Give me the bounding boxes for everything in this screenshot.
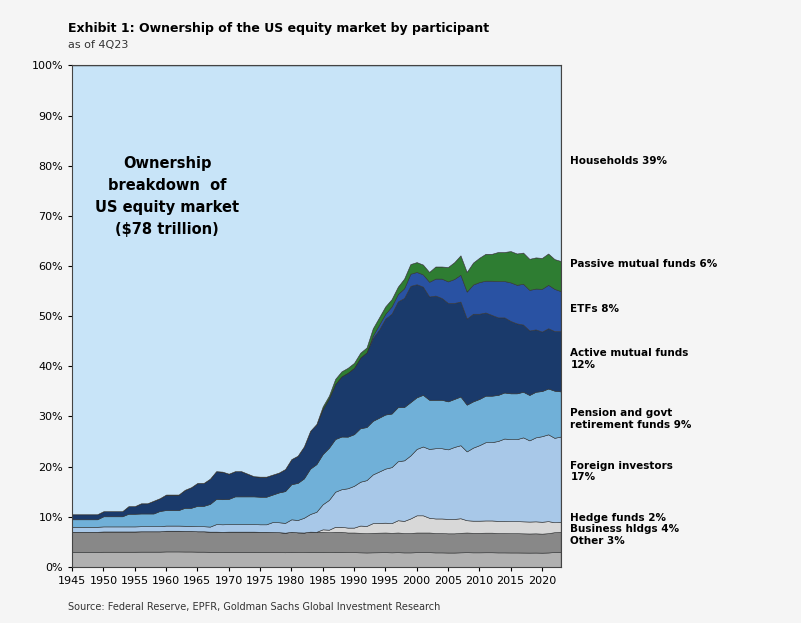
Text: Foreign investors
17%: Foreign investors 17% bbox=[570, 461, 674, 482]
Text: Ownership
breakdown  of
US equity market
($78 trillion): Ownership breakdown of US equity market … bbox=[95, 156, 239, 237]
Text: Active mutual funds
12%: Active mutual funds 12% bbox=[570, 348, 689, 369]
Text: Hedge funds 2%
Business hldgs 4%
Other 3%: Hedge funds 2% Business hldgs 4% Other 3… bbox=[570, 513, 679, 546]
Text: Source: Federal Reserve, EPFR, Goldman Sachs Global Investment Research: Source: Federal Reserve, EPFR, Goldman S… bbox=[68, 602, 441, 612]
Text: Exhibit 1: Ownership of the US equity market by participant: Exhibit 1: Ownership of the US equity ma… bbox=[68, 22, 489, 35]
Text: as of 4Q23: as of 4Q23 bbox=[68, 40, 128, 50]
Text: Households 39%: Households 39% bbox=[570, 156, 667, 166]
Text: Passive mutual funds 6%: Passive mutual funds 6% bbox=[570, 259, 718, 269]
Text: Pension and govt
retirement funds 9%: Pension and govt retirement funds 9% bbox=[570, 408, 692, 430]
Text: ETFs 8%: ETFs 8% bbox=[570, 303, 619, 313]
